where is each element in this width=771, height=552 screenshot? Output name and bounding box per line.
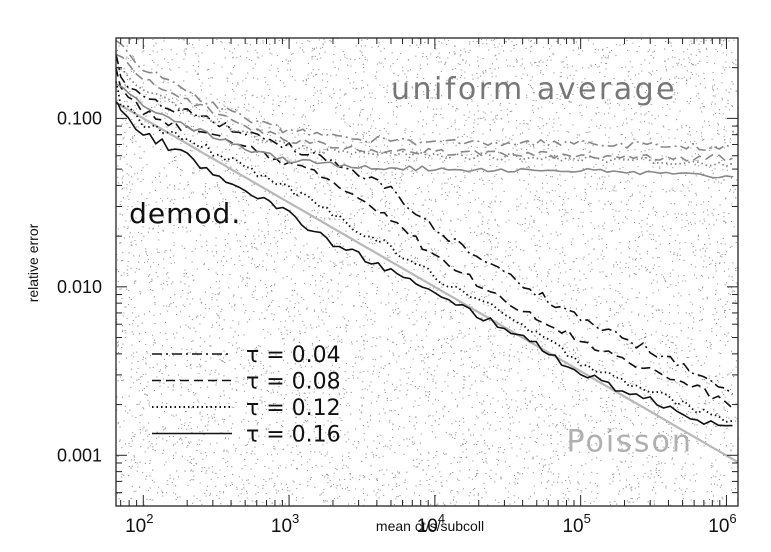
x-tick-label: 104 [417,511,445,537]
legend-label: τ = 0.12 [246,396,341,421]
x-tick-label: 102 [125,511,153,537]
x-tick-label: 103 [271,511,299,537]
legend: τ = 0.04τ = 0.08τ = 0.12τ = 0.16 [152,343,341,448]
y-tick-label: 0.010 [57,277,102,297]
legend-label: τ = 0.04 [246,343,341,368]
x-axis-label: mean ct/s/subcoll [376,518,484,534]
series-line-uniform-solid [115,83,733,179]
series-line-demod-dashdot [115,54,734,396]
plot-frame [115,37,739,507]
series-line-uniform-dashed [115,53,733,163]
x-tick-label: 106 [708,511,736,537]
x-tick-label: 105 [562,511,590,537]
y-tick-label: 0.100 [57,108,102,128]
series-line-poisson-solid [115,101,739,464]
background-noise-dots [116,37,739,507]
series-line-demod-dashed [115,67,734,409]
legend-label: τ = 0.16 [246,423,341,448]
annotation-label: uniform average [391,72,677,107]
y-tick-label: 0.001 [57,445,102,465]
annotation-label: Poisson [567,425,693,460]
legend-label: τ = 0.08 [246,370,341,395]
series-line-demod-solid [115,101,733,427]
y-axis-label: relative error [25,223,41,302]
annotations: uniform average demod. Poisson [129,72,693,460]
axis-ticks: 102 103 104 105 106 0.001 0.010 0.100 [57,38,738,537]
series-lines [115,39,739,464]
annotation-label: demod. [129,197,241,230]
noise-dots [116,37,739,507]
series-line-uniform-dashdot [115,39,733,152]
